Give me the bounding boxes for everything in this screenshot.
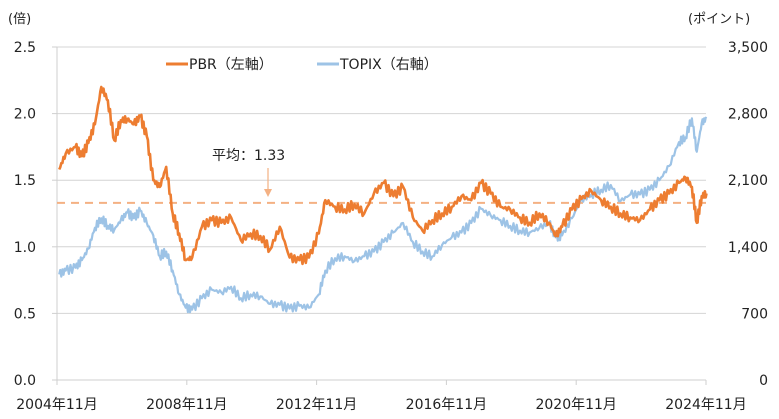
right-tick-label: 3,500 bbox=[728, 40, 768, 56]
left-tick-label: 1.0 bbox=[14, 240, 36, 256]
right-tick-label: 1,400 bbox=[728, 240, 768, 256]
left-tick-label: 2.0 bbox=[14, 107, 36, 123]
x-tick-label: 2012年11月 bbox=[276, 397, 357, 413]
legend: PBR（左軸） TOPIX（右軸） bbox=[166, 57, 438, 73]
pbr-line bbox=[58, 85, 708, 266]
right-axis-ticks: 0 700 1,400 2,100 2,800 3,500 bbox=[728, 40, 768, 389]
x-tick-label: 2008年11月 bbox=[146, 397, 227, 413]
left-tick-label: 1.5 bbox=[14, 173, 36, 189]
x-tick-label: 2004年11月 bbox=[16, 397, 97, 413]
left-tick-label: 2.5 bbox=[14, 40, 36, 56]
right-tick-label: 2,100 bbox=[728, 173, 768, 189]
right-tick-label: 700 bbox=[741, 306, 768, 322]
annotation-arrow-icon bbox=[264, 189, 272, 197]
left-axis-unit: (倍) bbox=[8, 12, 31, 27]
right-tick-label: 0 bbox=[759, 373, 768, 389]
legend-pbr-label: PBR（左軸） bbox=[189, 57, 273, 73]
average-annotation: 平均：1.33 bbox=[212, 148, 285, 164]
x-tick-label: 2016年11月 bbox=[406, 397, 487, 413]
left-tick-label: 0.5 bbox=[14, 306, 36, 322]
x-tick-label: 2020年11月 bbox=[535, 397, 616, 413]
legend-topix-label: TOPIX（右軸） bbox=[339, 57, 438, 73]
gridlines bbox=[57, 46, 706, 314]
right-axis-unit: (ポイント) bbox=[688, 12, 750, 27]
x-tick-label: 2024年11月 bbox=[665, 397, 746, 413]
left-axis-ticks: 0.0 0.5 1.0 1.5 2.0 2.5 bbox=[14, 40, 57, 389]
right-tick-label: 2,800 bbox=[728, 107, 768, 123]
left-tick-label: 0.0 bbox=[14, 373, 36, 389]
x-axis-ticks: 2004年11月 2008年11月 2012年11月 2016年11月 2020年11月… bbox=[16, 380, 747, 413]
topix-line bbox=[58, 116, 708, 314]
